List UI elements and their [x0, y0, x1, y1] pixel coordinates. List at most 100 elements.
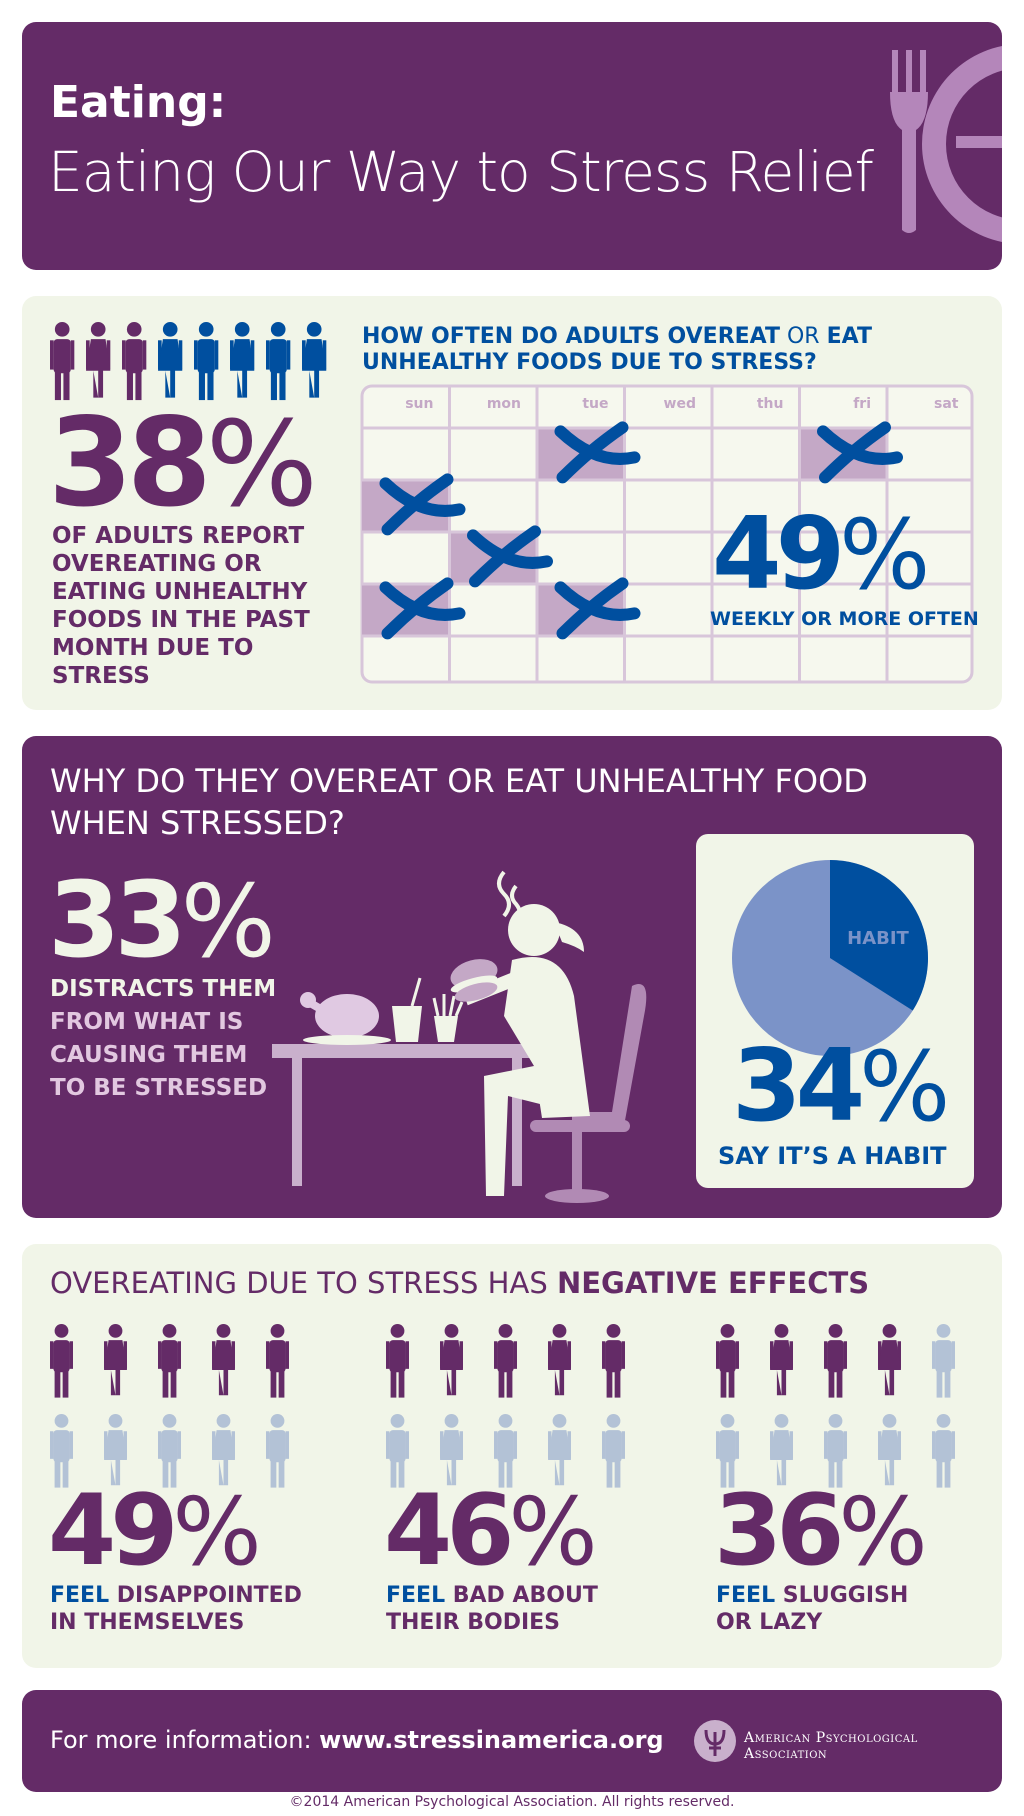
habit-stat-number: 34 [732, 1027, 865, 1144]
habit-label: SAY IT’S A HABIT [718, 1142, 947, 1170]
desc-bold-unhealthy: EATING UNHEALTHY FOODS [52, 579, 308, 633]
plate-fork-icon [890, 46, 1002, 242]
effect-feel: FEEL [716, 1583, 783, 1608]
person-icon [158, 322, 183, 407]
person-icon [716, 1414, 739, 1495]
habit-card: HABIT 34% SAY IT’S A HABIT [696, 834, 974, 1188]
effect-line-2: IN THEMSELVES [50, 1610, 245, 1635]
reasons-section: WHY DO THEY OVEREAT OR EAT UNHEALTHY FOO… [22, 736, 1002, 1218]
x-mark-icon [379, 473, 466, 536]
effects-title-lead: OVEREATING DUE TO STRESS HAS [50, 1266, 557, 1300]
person-icon [440, 1324, 463, 1405]
header-banner: Eating: Eating Our Way to Stress Relief [22, 22, 1002, 270]
person-icon [104, 1324, 127, 1405]
person-icon [932, 1324, 955, 1405]
effect-label: FEEL SLUGGISH OR LAZY [716, 1582, 908, 1636]
stat-percent: % [205, 395, 318, 533]
calendar-stat-percent: % [839, 499, 931, 611]
effect-feel: FEEL [386, 1583, 453, 1608]
person-icon [266, 1414, 289, 1495]
effect-line-2: THEIR BODIES [386, 1610, 561, 1635]
habit-pie-chart: HABIT [732, 860, 928, 1056]
person-icon [548, 1414, 571, 1495]
overeating-frequency-section: 38% OF ADULTS REPORT OVEREATING OR EATIN… [22, 296, 1002, 710]
person-icon [302, 322, 327, 407]
calendar-stat-number: 49 [712, 495, 845, 612]
stat-number: 38 [48, 392, 212, 534]
person-icon [50, 1414, 73, 1495]
effect-feel: FEEL [50, 1583, 117, 1608]
person-icon [212, 1324, 235, 1405]
question-part-3: EAT UNHEALTHY FOODS DUE TO STRESS? [362, 324, 872, 375]
stat-33-desc-rest: FROM WHAT IS CAUSING THEM TO BE STRESSED [50, 1009, 268, 1101]
header-title: Eating: [50, 77, 227, 128]
footer-url-link[interactable]: www.stressinamerica.org [319, 1726, 664, 1754]
footer-info: For more information: www.stressinameric… [50, 1726, 664, 1754]
desc-text-past-month: IN THE PAST MONTH [52, 607, 310, 661]
effect-stat: 36% [714, 1482, 928, 1580]
effect-line-1: DISAPPOINTED [116, 1583, 302, 1608]
person-icon [158, 1324, 181, 1405]
person-icon [602, 1414, 625, 1495]
effect-line-1: SLUGGISH [782, 1583, 909, 1608]
effect-stat: 49% [48, 1482, 262, 1580]
effect-stat-percent: % [838, 1478, 928, 1587]
person-icon [878, 1414, 901, 1495]
effect-label: FEEL BAD ABOUT THEIR BODIES [386, 1582, 598, 1636]
copyright: ©2014 American Psychological Association… [289, 1794, 735, 1810]
calendar-day-label: fri [853, 396, 871, 412]
x-mark-icon [554, 577, 641, 640]
effect-stat-percent: % [508, 1478, 598, 1587]
footer-banner: For more information: www.stressinameric… [22, 1690, 1002, 1792]
person-icon [494, 1324, 517, 1405]
person-icon [386, 1324, 409, 1405]
calendar-stat-label: WEEKLY OR MORE OFTEN [710, 608, 979, 630]
person-icon [770, 1324, 793, 1405]
effect-line-1: BAD ABOUT [452, 1583, 598, 1608]
person-icon [212, 1414, 235, 1495]
effect-stat-number: 46 [384, 1474, 514, 1588]
effect-stat-number: 49 [48, 1474, 178, 1588]
x-mark-icon [554, 421, 641, 484]
eating-woman-illustration [272, 870, 647, 1203]
effect-stat: 46% [384, 1482, 598, 1580]
effect-line-2: OR LAZY [716, 1610, 823, 1635]
habit-stat: 34% [732, 1036, 950, 1136]
person-icon [824, 1414, 847, 1495]
calendar-grid: sun mon tue wed thu fri sat [360, 384, 974, 684]
effects-title-bold: NEGATIVE EFFECTS [556, 1266, 870, 1300]
negative-effects-section: OVEREATING DUE TO STRESS HAS NEGATIVE EF… [22, 1244, 1002, 1668]
person-icon [104, 1414, 127, 1495]
person-icon [194, 322, 219, 407]
question-part-2: OR [780, 324, 827, 349]
calendar-day-label: sat [934, 396, 959, 412]
x-mark-icon [817, 421, 903, 484]
person-icon [266, 1324, 289, 1405]
reasons-question: WHY DO THEY OVEREAT OR EAT UNHEALTHY FOO… [50, 762, 868, 842]
calendar-day-label: wed [664, 396, 696, 412]
person-icon [824, 1324, 847, 1405]
desc-text: OF ADULTS REPORT [52, 523, 305, 549]
stat-38-description: OF ADULTS REPORT OVEREATING OR EATING UN… [52, 522, 332, 690]
person-icon [50, 1324, 73, 1405]
person-icon [122, 322, 147, 407]
person-icon [548, 1324, 571, 1405]
person-icon [716, 1324, 739, 1405]
person-icon [50, 322, 75, 407]
calendar-stat: 49% [712, 504, 930, 604]
effect-stat-percent: % [172, 1478, 262, 1587]
effect-people-grid [386, 1324, 646, 1504]
person-icon [440, 1414, 463, 1495]
stat-33-percent: % [180, 863, 276, 980]
person-icon [158, 1414, 181, 1495]
stat-38: 38% [48, 402, 318, 524]
people-row [50, 322, 350, 406]
frequency-question: HOW OFTEN DO ADULTS OVEREAT OR EAT UNHEA… [362, 324, 982, 376]
question-part-1: HOW OFTEN DO ADULTS OVEREAT [362, 324, 780, 349]
footer-prefix: For more information: [50, 1726, 320, 1754]
effect-group: 36% FEEL SLUGGISH OR LAZY [714, 1314, 996, 1654]
stat-33: 33% [48, 868, 276, 972]
x-mark-icon [467, 525, 553, 588]
effect-label: FEEL DISAPPOINTED IN THEMSELVES [50, 1582, 302, 1636]
stat-33-desc-lead: DISTRACTS THEM [50, 976, 277, 1002]
